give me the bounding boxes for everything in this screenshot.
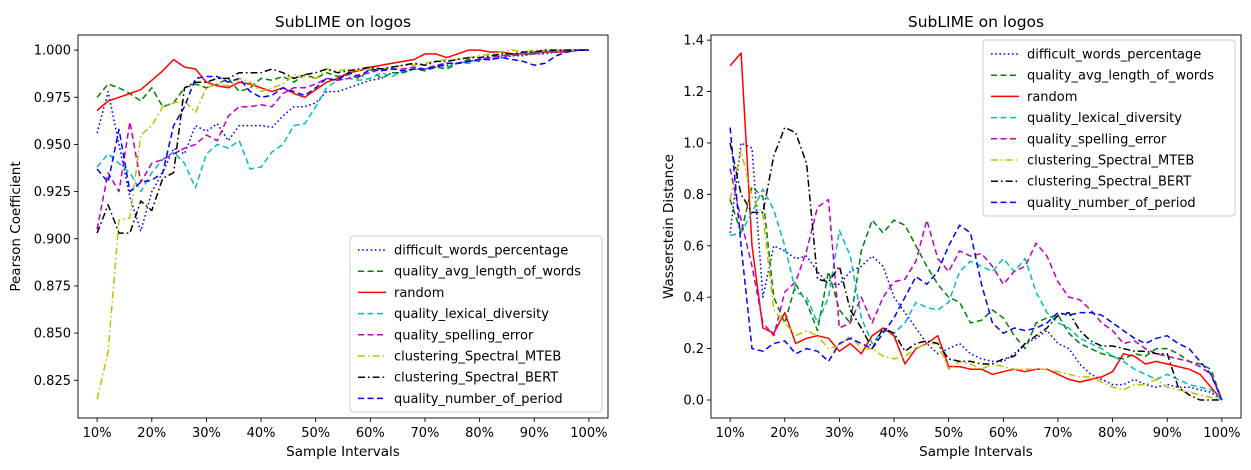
legend: difficult_words_percentage quality_avg_le…: [982, 39, 1236, 217]
plot-area-frame: [710, 34, 1242, 419]
x-tick-label: 30%: [825, 426, 854, 441]
y-tick-label: 0.6: [683, 239, 704, 254]
x-tick-label: 60%: [989, 426, 1018, 441]
legend-label: quality_spelling_error: [1027, 132, 1167, 147]
y-tick-label: 1.4: [683, 34, 704, 49]
y-tick-label: 0.8: [683, 188, 704, 203]
legend-label: quality_spelling_error: [394, 328, 534, 343]
series-line-clustering-Spectral-MTEB: [96, 49, 589, 400]
legend-label: random: [394, 286, 444, 301]
x-tick-label: 70%: [1044, 426, 1073, 441]
legend-label: difficult_words_percentage: [1027, 48, 1201, 63]
legend-label: clustering_Spectral_BERT: [394, 371, 558, 386]
chart-title: SubLIME on logos: [275, 13, 411, 31]
series-line-quality-spelling-error: [96, 49, 589, 230]
legend-frame: [349, 235, 603, 413]
x-tick-label: 30%: [192, 426, 221, 441]
x-tick-label: 80%: [465, 426, 494, 441]
series-lines: [96, 49, 589, 400]
x-tick-label: 20%: [137, 426, 166, 441]
series-line-random: [96, 49, 589, 112]
y-tick-label: 1.0: [683, 136, 704, 151]
series-line-difficult-words-percentage: [729, 142, 1223, 401]
series-line-clustering-Spectral-MTEB: [729, 149, 1223, 401]
legend-label: clustering_Spectral_BERT: [1027, 175, 1191, 190]
y-tick-label: 0.825: [34, 374, 71, 389]
x-axis-label: Sample Intervals: [286, 444, 400, 460]
series-lines: [729, 52, 1223, 401]
y-tick-label: 0.875: [34, 279, 71, 294]
x-tick-label: 80%: [1098, 426, 1127, 441]
series-line-clustering-Spectral-BERT: [729, 126, 1222, 401]
legend-label: difficult_words_percentage: [394, 244, 568, 259]
y-axis-label: Wasserstein Distance: [661, 154, 677, 299]
x-tick-label: 20%: [770, 426, 799, 441]
legend-label: quality_lexical_diversity: [394, 307, 549, 322]
legend-label: quality_avg_length_of_words: [1027, 69, 1214, 84]
series-line-quality-lexical-diversity: [729, 188, 1223, 401]
legend-label: quality_avg_length_of_words: [394, 265, 581, 280]
x-tick-label: 10%: [716, 426, 745, 441]
legend-label: quality_number_of_period: [1027, 196, 1196, 211]
y-tick-label: 1.000: [34, 44, 71, 59]
plot-area-frame: [77, 34, 609, 419]
x-tick-label: 90%: [520, 426, 549, 441]
series-line-quality-number-of-period: [729, 127, 1223, 401]
series-line-quality-number-of-period: [96, 49, 589, 193]
x-tick-label: 40%: [247, 426, 276, 441]
x-tick-label: 10%: [83, 426, 112, 441]
y-tick-label: 0.950: [34, 138, 71, 153]
legend-label: random: [1027, 90, 1077, 105]
legend-label: clustering_Spectral_MTEB: [394, 350, 561, 365]
x-tick-label: 100%: [1203, 426, 1240, 441]
x-tick-label: 70%: [411, 426, 440, 441]
x-tick-label: 90%: [1153, 426, 1182, 441]
x-tick-label: 40%: [880, 426, 909, 441]
legend-frame: [982, 39, 1236, 217]
x-tick-label: 60%: [356, 426, 385, 441]
y-tick-label: 0.900: [34, 232, 71, 247]
series-line-quality-avg-length-of-words: [729, 185, 1223, 401]
series-line-clustering-Spectral-BERT: [96, 49, 589, 234]
y-tick-label: 0.2: [683, 342, 704, 357]
series-line-random: [729, 52, 1223, 401]
right-chart-panel: SubLIME on logos 10% 20% 30% 40% 50% 60% 70% 80%…: [661, 13, 1242, 460]
y-tick-label: 0.925: [34, 185, 71, 200]
left-chart-panel: SubLIME on logos 10% 20% 30% 40% 50% 60% 70% 80%…: [8, 13, 609, 460]
series-line-quality-avg-length-of-words: [96, 49, 589, 108]
x-tick-label: 50%: [301, 426, 330, 441]
chart-title: SubLIME on logos: [908, 13, 1044, 31]
legend-label: quality_number_of_period: [394, 392, 563, 407]
y-tick-label: 0.975: [34, 91, 71, 106]
x-tick-label: 50%: [934, 426, 963, 441]
y-tick-label: 0.4: [683, 291, 704, 306]
y-tick-label: 1.2: [683, 85, 704, 100]
legend-label: clustering_Spectral_MTEB: [1027, 154, 1194, 169]
series-line-difficult-words-percentage: [96, 49, 589, 232]
series-line-quality-lexical-diversity: [96, 49, 589, 193]
legend-label: quality_lexical_diversity: [1027, 111, 1182, 126]
y-tick-label: 0.850: [34, 327, 71, 342]
y-axis-label: Pearson Coefficient: [8, 161, 24, 291]
x-axis-label: Sample Intervals: [919, 444, 1033, 460]
y-tick-label: 0.0: [683, 394, 704, 409]
legend: difficult_words_percentage quality_avg_le…: [349, 235, 603, 413]
x-tick-label: 100%: [570, 426, 607, 441]
